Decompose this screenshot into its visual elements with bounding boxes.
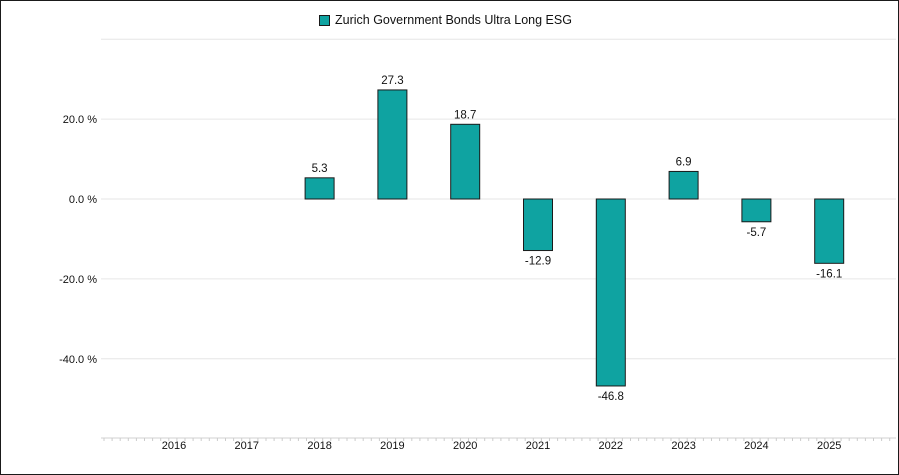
x-tick-label: 2020 xyxy=(453,440,477,452)
x-tick-label: 2025 xyxy=(817,440,841,452)
bar-2018 xyxy=(304,177,335,200)
bar-2025 xyxy=(814,198,845,264)
x-tick-label: 2019 xyxy=(380,440,404,452)
data-label-2019: 27.3 xyxy=(381,75,403,87)
bar-2021 xyxy=(523,198,553,252)
data-label-2023: 6.9 xyxy=(676,156,692,168)
bar-2024 xyxy=(741,198,772,223)
x-tick-label: 2021 xyxy=(526,440,550,452)
data-label-2024: -5.7 xyxy=(746,227,766,239)
x-tick-label: 2017 xyxy=(235,440,259,452)
bar-2023 xyxy=(668,170,699,200)
data-label-2018: 5.3 xyxy=(312,163,328,175)
data-label-2021: -12.9 xyxy=(525,256,551,268)
y-tick-label: 0.0 % xyxy=(69,194,97,206)
y-tick-label: -40.0 % xyxy=(59,354,97,366)
x-tick-label: 2022 xyxy=(599,440,623,452)
y-tick-label: -20.0 % xyxy=(59,274,97,286)
data-label-2022: -46.8 xyxy=(598,391,624,403)
bar-2022 xyxy=(595,198,626,387)
legend-swatch xyxy=(319,14,330,26)
x-tick-label: 2016 xyxy=(162,440,186,452)
bar-2019 xyxy=(377,89,408,200)
chart-legend: Zurich Government Bonds Ultra Long ESG xyxy=(319,10,572,30)
bar-2020 xyxy=(450,123,481,200)
x-tick-label: 2018 xyxy=(307,440,331,452)
data-label-2025: -16.1 xyxy=(816,268,842,280)
x-tick-label: 2024 xyxy=(744,440,768,452)
data-label-2020: 18.7 xyxy=(454,109,476,121)
legend-label: Zurich Government Bonds Ultra Long ESG xyxy=(335,13,572,27)
y-tick-label: 20.0 % xyxy=(63,114,97,126)
x-tick-label: 2023 xyxy=(671,440,695,452)
